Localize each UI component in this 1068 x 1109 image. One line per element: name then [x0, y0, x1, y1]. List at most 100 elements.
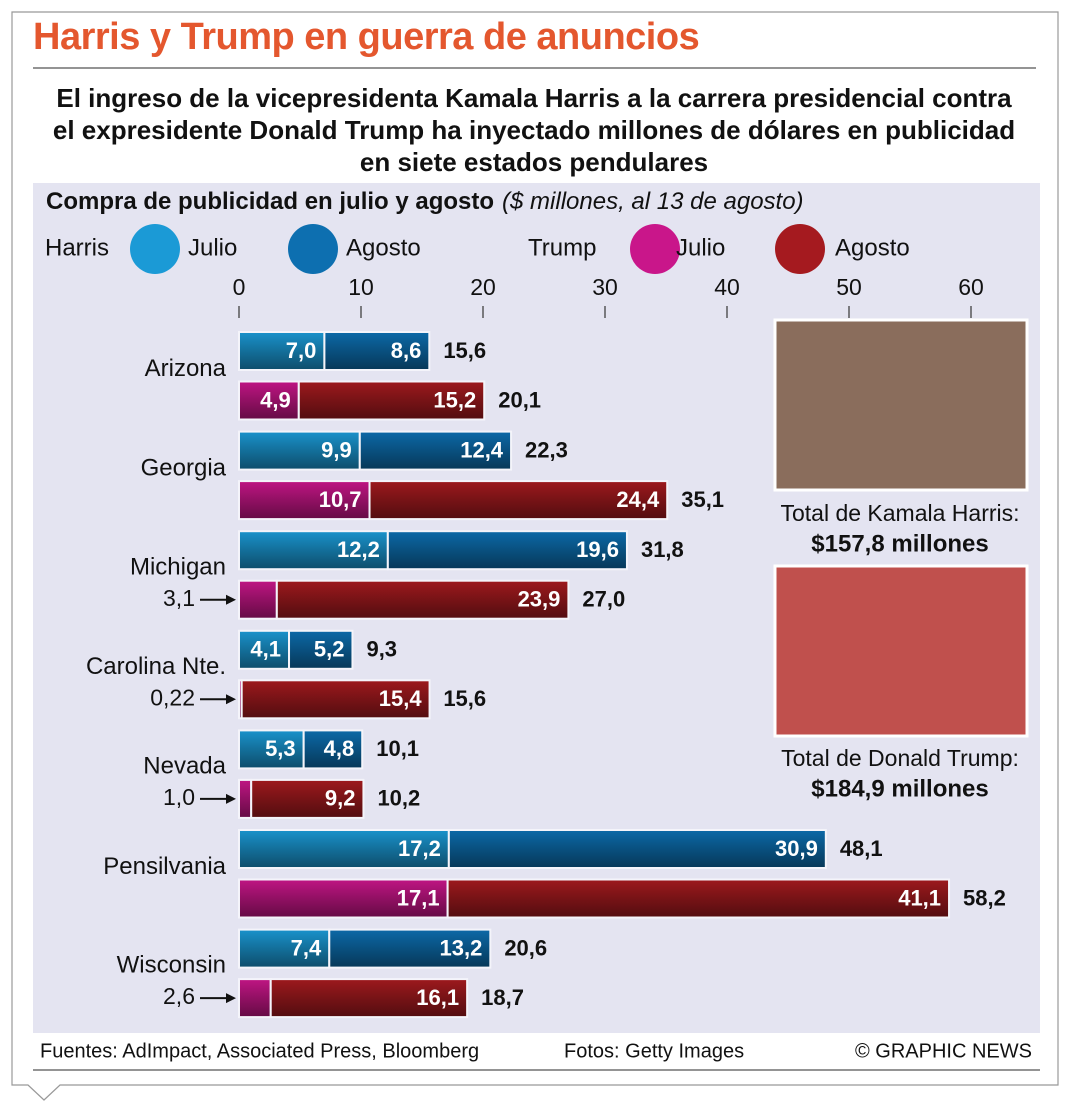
- trump-total: $184,9 millones: [811, 775, 988, 802]
- category-label: Nevada: [143, 752, 226, 779]
- chart-title: Compra de publicidad en julio y agosto: [46, 188, 494, 215]
- value-label: 4,9: [260, 387, 291, 412]
- bar-segment: [447, 829, 827, 869]
- bar-segment: [368, 480, 669, 521]
- bar-segment: [323, 331, 431, 371]
- total-label: 48,1: [840, 836, 883, 861]
- category-label: Pensilvania: [103, 853, 226, 880]
- harris-total: $157,8 millones: [811, 530, 988, 557]
- legend-swatch: [630, 224, 680, 274]
- bar-segment: [238, 331, 326, 371]
- x-tick-label: 50: [836, 274, 862, 300]
- value-label: 17,1: [397, 885, 440, 910]
- total-label: 20,1: [498, 387, 541, 412]
- value-label: 23,9: [518, 587, 561, 612]
- legend-swatch: [130, 224, 180, 274]
- category-label: Arizona: [145, 355, 227, 382]
- total-label: 15,6: [443, 686, 486, 711]
- total-label: 35,1: [681, 487, 724, 512]
- value-label: 9,2: [325, 786, 356, 811]
- trump-photo: [773, 564, 1029, 738]
- value-label: 16,1: [416, 985, 459, 1010]
- category-label: Georgia: [141, 455, 227, 482]
- harris-photo: [773, 318, 1029, 492]
- x-tick-label: 60: [958, 274, 984, 300]
- bar-segment: [238, 430, 361, 471]
- category-label: Carolina Nte.: [86, 653, 226, 680]
- value-label: 17,2: [398, 836, 441, 861]
- arrow-head: [226, 793, 236, 804]
- chart-heading: Compra de publicidad en julio y agosto ($…: [46, 188, 804, 215]
- footer-sources: Fuentes: AdImpact, Associated Press, Blo…: [40, 1040, 479, 1062]
- subtitle: El ingreso de la vicepresidenta Kamala H…: [52, 83, 1016, 177]
- legend-label: Agosto: [346, 234, 421, 261]
- value-label: 10,7: [319, 487, 362, 512]
- x-tick-label: 20: [470, 274, 496, 300]
- value-label: 24,4: [616, 487, 660, 512]
- footer-credit: © GRAPHIC NEWS: [855, 1040, 1032, 1062]
- arrow-head: [226, 993, 236, 1004]
- value-label: 19,6: [576, 537, 619, 562]
- x-tick-label: 10: [348, 274, 374, 300]
- bar-segment: [328, 928, 492, 969]
- bar-segment: [302, 729, 364, 770]
- total-label: 27,0: [582, 587, 625, 612]
- value-label: 41,1: [898, 885, 941, 910]
- legend-label: Julio: [676, 234, 725, 261]
- title: Harris y Trump en guerra de anuncios: [33, 16, 700, 58]
- bar-segment: [238, 579, 278, 620]
- bar-segment: [275, 579, 570, 620]
- legend-label: Agosto: [835, 234, 910, 261]
- bar-segment: [238, 778, 253, 819]
- bar-segment: [238, 928, 331, 969]
- legend-swatch: [288, 224, 338, 274]
- x-tick-label: 30: [592, 274, 618, 300]
- total-label: 10,1: [376, 736, 419, 761]
- value-label: 7,0: [286, 338, 317, 363]
- legend-label: Julio: [188, 234, 237, 261]
- legend-swatch: [775, 224, 825, 274]
- value-label: 7,4: [291, 935, 322, 960]
- total-label: 18,7: [481, 985, 524, 1010]
- arrow-head: [226, 694, 236, 705]
- x-tick-label: 40: [714, 274, 740, 300]
- category-label: Michigan: [130, 553, 226, 580]
- bar-segment: [446, 878, 951, 919]
- value-label: 8,6: [391, 338, 422, 363]
- value-label: 15,2: [433, 387, 476, 412]
- total-label: 15,6: [443, 338, 486, 363]
- value-label: 12,4: [460, 437, 504, 462]
- total-label: 58,2: [963, 885, 1006, 910]
- bar-segment: [238, 629, 291, 670]
- total-label: 20,6: [504, 935, 547, 960]
- harris-caption: Total de Kamala Harris:: [780, 500, 1019, 526]
- footer-photos: Fotos: Getty Images: [564, 1040, 744, 1062]
- frame: [11, 11, 1059, 1101]
- bar-segment: [358, 430, 513, 471]
- bar-segment: [240, 679, 431, 720]
- bar-segment: [386, 530, 628, 571]
- bar-segment: [288, 629, 354, 670]
- bar-segment: [238, 729, 305, 770]
- outside-value-label: 3,1: [163, 585, 195, 611]
- outside-value-label: 0,22: [150, 684, 195, 710]
- value-label: 5,2: [314, 637, 345, 662]
- bar-segment: [269, 978, 469, 1019]
- value-label: 13,2: [439, 935, 482, 960]
- value-label: 12,2: [337, 537, 380, 562]
- bar-segment: [250, 778, 365, 819]
- bar-segment: [238, 380, 300, 421]
- outside-value-label: 2,6: [163, 983, 195, 1009]
- value-label: 9,9: [321, 437, 352, 462]
- bar-segment: [238, 878, 449, 919]
- bar-segment: [297, 380, 486, 421]
- x-tick-label: 0: [233, 274, 246, 300]
- total-label: 22,3: [525, 437, 568, 462]
- value-label: 5,3: [265, 736, 296, 761]
- units: ($ millones, al 13 de agosto): [502, 188, 804, 215]
- legend-group: Trump: [528, 234, 596, 261]
- value-label: 15,4: [379, 686, 423, 711]
- legend-group: Harris: [45, 234, 109, 261]
